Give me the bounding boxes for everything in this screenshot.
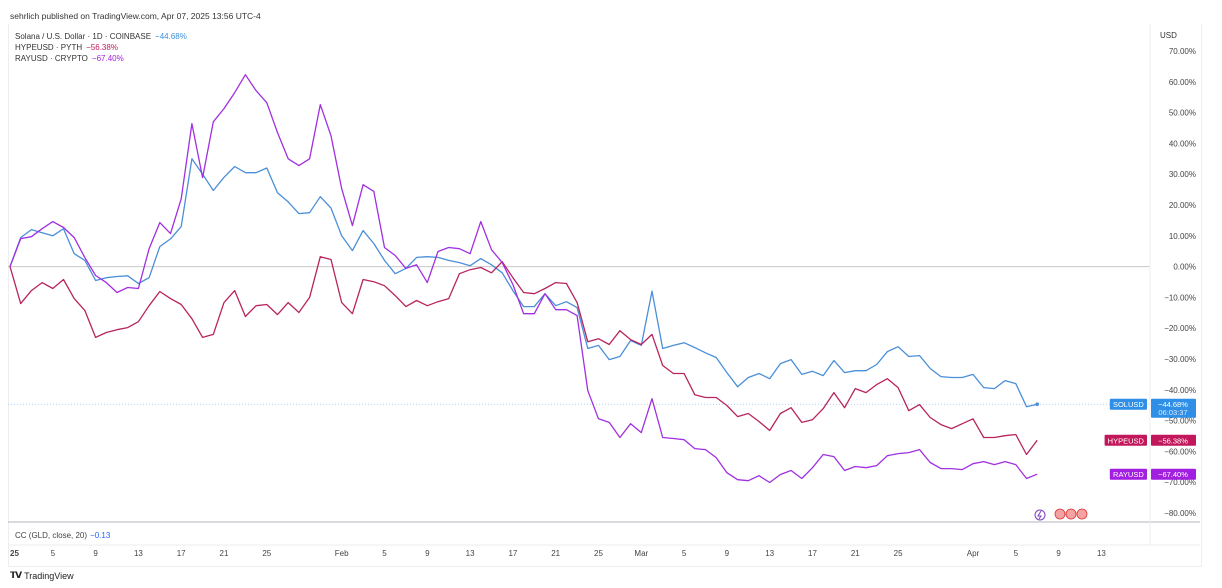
chart-legend: Solana / U.S. Dollar · 1D · COINBASE −44.… [15,31,187,64]
series-name: SOLUSD [1113,400,1144,409]
y-tick-label: 10.00% [1169,232,1196,241]
series-value-badge [1151,434,1196,446]
x-tick-label: 13 [765,549,774,558]
y-tick-label: 60.00% [1169,78,1196,87]
x-tick-label: 9 [725,549,730,558]
legend-item-hype[interactable]: HYPEUSD · PYTH −56.38% [15,42,187,53]
x-tick-label: 9 [1056,549,1061,558]
legend-value: −67.40% [91,54,124,63]
x-tick-label: 17 [808,549,817,558]
indicator-legend[interactable]: CC (GLD, close, 20) −0.13 [15,531,110,540]
last-value-label-hypeusd: HYPEUSD −56.38% [1104,434,1196,446]
y-tick-label: 70.00% [1169,47,1196,56]
series-value-badge [1151,398,1196,418]
series-value-badge [1151,468,1196,480]
x-tick-label: 21 [551,549,560,558]
y-tick-label: −20.00% [1164,324,1196,333]
last-value-label-solusd: SOLUSD −44.68%06:03:37 [1109,398,1196,418]
chart-frame [8,24,1202,567]
series-line-rayusd [9,74,1038,484]
x-tick-label: 17 [177,549,186,558]
x-tick-label: Apr [967,549,980,558]
series-value: −56.38% [1158,436,1188,445]
series-name-badge [1109,398,1147,410]
x-tick-label: 13 [1097,549,1106,558]
series-line-solusd [9,158,1038,408]
y-tick-label: 0.00% [1173,263,1196,272]
y-tick-label: 40.00% [1169,139,1196,148]
series-name: RAYUSD [1113,470,1144,479]
published-caption: sehrlich published on TradingView.com, A… [10,11,261,21]
x-tick-label: 5 [51,549,56,558]
y-tick-label: 30.00% [1169,170,1196,179]
y-tick-label: −70.00% [1164,478,1196,487]
legend-label: Solana / U.S. Dollar · 1D · COINBASE [15,32,152,41]
x-tick-label: 17 [508,549,517,558]
x-tick-label: 25 [262,549,271,558]
y-tick-label: −50.00% [1164,417,1196,426]
x-tick-label: 21 [220,549,229,558]
series-lines [8,74,1150,484]
x-tick-label: 5 [1014,549,1019,558]
x-tick-label: 25 [10,549,19,558]
x-tick-label: 9 [93,549,98,558]
y-tick-label: −40.00% [1164,386,1196,395]
y-tick-label: −80.00% [1164,509,1196,518]
x-tick-label: 13 [466,549,475,558]
x-axis: 25 5 9 13 17 21 25 Feb 5 9 13 17 21 25 Mar 5 9 13 17 21 25 Ap… [10,549,1106,558]
series-name-badge [1104,434,1147,446]
currency-label[interactable]: USD [1160,31,1177,40]
x-tick-label: Mar [634,549,648,558]
bar-countdown: 06:03:37 [1158,408,1187,417]
indicator-label: CC (GLD, close, 20) [15,531,88,540]
legend-label: HYPEUSD · PYTH [15,43,83,52]
last-value-labels: SOLUSD −44.68%06:03:37 HYPEUSD −56.38% RAYUS… [1104,398,1196,480]
last-value-label-rayusd: RAYUSD −67.40% [1109,468,1196,480]
logo-text: TradingView [24,570,74,581]
indicator-value: −0.13 [90,531,111,540]
flag-icons[interactable] [1054,508,1088,520]
bottom-icons [1034,508,1088,521]
y-axis: 70.00% 60.00% 50.00% 40.00% 30.00% 20.00% 10.0… [8,47,1196,518]
series-value: −67.40% [1158,470,1188,479]
x-tick-label: 25 [894,549,903,558]
tradingview-logo[interactable]: 𝗧𝗩 TradingView [10,570,74,581]
y-tick-label: −10.00% [1164,293,1196,302]
y-tick-label: −30.00% [1164,355,1196,364]
add-alert-icon[interactable] [1034,509,1046,521]
legend-label: RAYUSD · CRYPTO [15,54,88,63]
x-tick-label: 9 [425,549,430,558]
series-name: HYPEUSD [1108,436,1145,445]
x-tick-label: 25 [594,549,603,558]
legend-item-sol[interactable]: Solana / U.S. Dollar · 1D · COINBASE −44.… [15,31,187,42]
y-tick-label: −60.00% [1164,447,1196,456]
series-name-badge [1109,468,1147,480]
data-point [1035,402,1039,407]
x-tick-label: 5 [382,549,387,558]
x-tick-label: Feb [335,549,349,558]
tv-logo-icon: 𝗧𝗩 [10,570,22,580]
legend-value: −56.38% [86,43,118,52]
legend-item-ray[interactable]: RAYUSD · CRYPTO −67.40% [15,53,187,64]
x-tick-label: 5 [682,549,687,558]
x-tick-label: 13 [134,549,143,558]
series-line-hypeusd [9,256,1038,456]
y-tick-label: 20.00% [1169,201,1196,210]
series-value: −44.68% [1158,400,1188,409]
legend-value: −44.68% [155,32,187,41]
x-tick-label: 21 [851,549,860,558]
y-tick-label: 50.00% [1169,109,1196,118]
